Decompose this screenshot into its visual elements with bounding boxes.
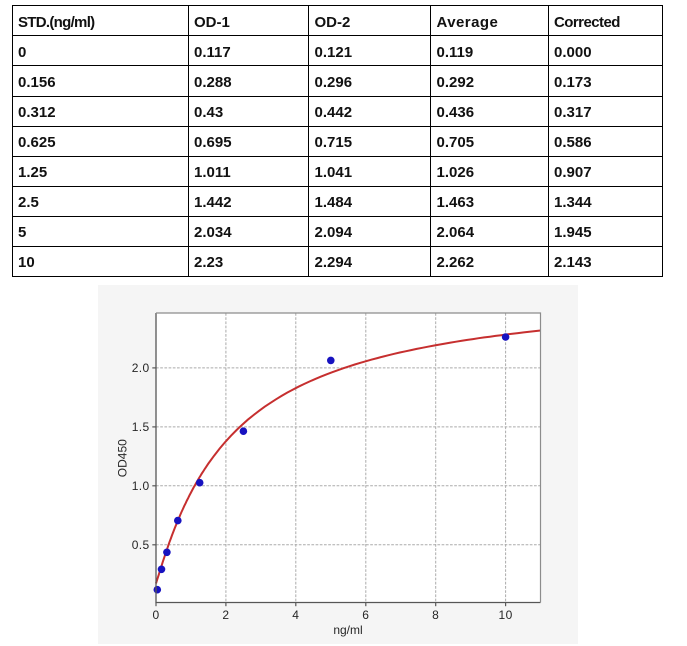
svg-text:OD450: OD450 <box>115 439 129 477</box>
svg-text:2: 2 <box>222 608 229 622</box>
svg-text:4: 4 <box>292 608 299 622</box>
svg-text:8: 8 <box>432 608 439 622</box>
svg-text:0: 0 <box>152 608 159 622</box>
svg-text:6: 6 <box>362 608 369 622</box>
svg-text:10: 10 <box>499 608 513 622</box>
svg-text:1.5: 1.5 <box>132 420 150 434</box>
svg-text:2.0: 2.0 <box>132 361 150 375</box>
svg-text:0.5: 0.5 <box>132 538 150 552</box>
svg-text:ng/ml: ng/ml <box>333 623 362 637</box>
svg-text:1.0: 1.0 <box>132 479 150 493</box>
